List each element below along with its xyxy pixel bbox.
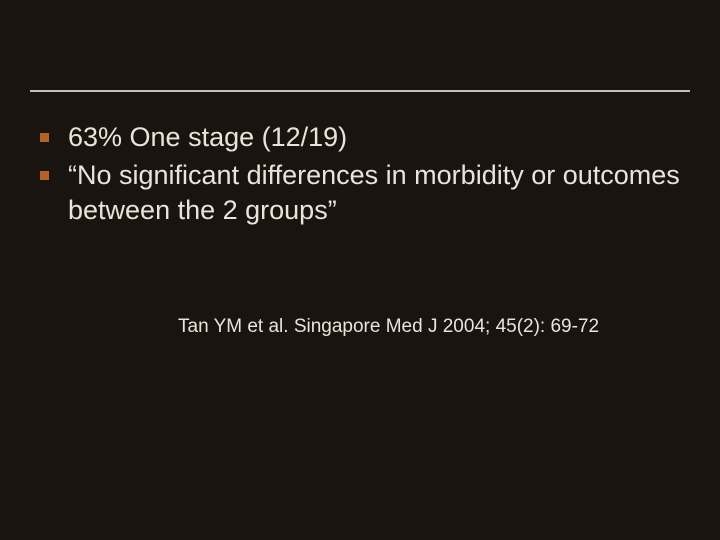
- bullet-square-icon: [40, 171, 49, 180]
- title-divider: [30, 90, 690, 92]
- bullet-list: 63% One stage (12/19) “No significant di…: [30, 120, 690, 229]
- list-item: 63% One stage (12/19): [36, 120, 690, 156]
- citation-text: Tan YM et al. Singapore Med J 2004; 45(2…: [178, 316, 690, 338]
- slide: 63% One stage (12/19) “No significant di…: [0, 0, 720, 540]
- bullet-text: “No significant differences in morbidity…: [68, 160, 680, 226]
- list-item: “No significant differences in morbidity…: [36, 158, 690, 229]
- bullet-text: 63% One stage (12/19): [68, 122, 347, 152]
- bullet-square-icon: [40, 133, 49, 142]
